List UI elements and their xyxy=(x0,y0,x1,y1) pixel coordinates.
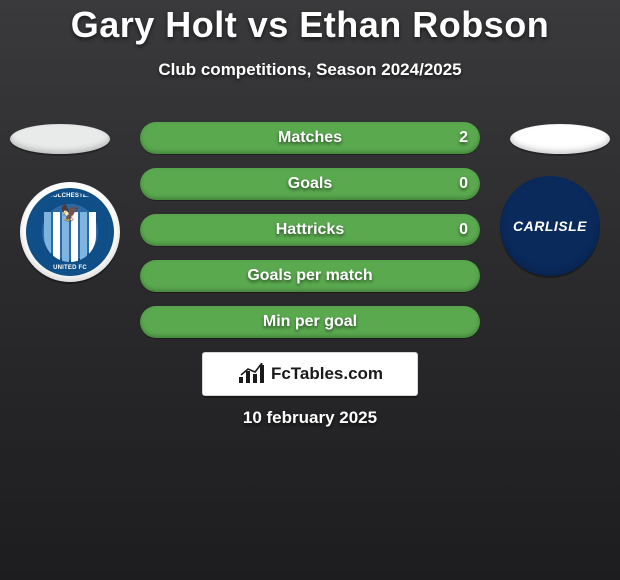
date-text: 10 february 2025 xyxy=(0,408,620,428)
brand-text: FcTables.com xyxy=(271,364,383,384)
subtitle: Club competitions, Season 2024/2025 xyxy=(0,60,620,80)
stat-row: Goals per match xyxy=(140,260,480,292)
player-right-oval xyxy=(510,124,610,154)
crest-text-top: COLCHESTER xyxy=(30,193,110,199)
colchester-crest: COLCHESTER 🦅 UNITED FC xyxy=(26,188,114,276)
stat-value-right: 2 xyxy=(459,129,468,147)
bar-chart-icon xyxy=(237,363,265,385)
stat-label: Min per goal xyxy=(140,313,480,331)
brand-box: FcTables.com xyxy=(202,352,418,396)
carlisle-label: CARLISLE xyxy=(513,218,587,234)
stat-label: Matches xyxy=(140,129,480,147)
stat-label: Goals per match xyxy=(140,267,480,285)
crest-text-bottom: UNITED FC xyxy=(30,265,110,271)
stat-row: Min per goal xyxy=(140,306,480,338)
stat-row: Hattricks0 xyxy=(140,214,480,246)
stat-value-right: 0 xyxy=(459,175,468,193)
club-badge-left: COLCHESTER 🦅 UNITED FC xyxy=(20,182,120,282)
comparison-card: Gary Holt vs Ethan Robson Club competiti… xyxy=(0,0,620,580)
stats-rows: Matches2Goals0Hattricks0Goals per matchM… xyxy=(140,122,480,352)
stat-row: Goals0 xyxy=(140,168,480,200)
stat-value-right: 0 xyxy=(459,221,468,239)
stat-label: Hattricks xyxy=(140,221,480,239)
stat-row: Matches2 xyxy=(140,122,480,154)
page-title: Gary Holt vs Ethan Robson xyxy=(0,0,620,46)
player-left-oval xyxy=(10,124,110,154)
eagle-icon: 🦅 xyxy=(60,206,80,222)
stat-label: Goals xyxy=(140,175,480,193)
club-badge-right: CARLISLE xyxy=(500,176,600,276)
